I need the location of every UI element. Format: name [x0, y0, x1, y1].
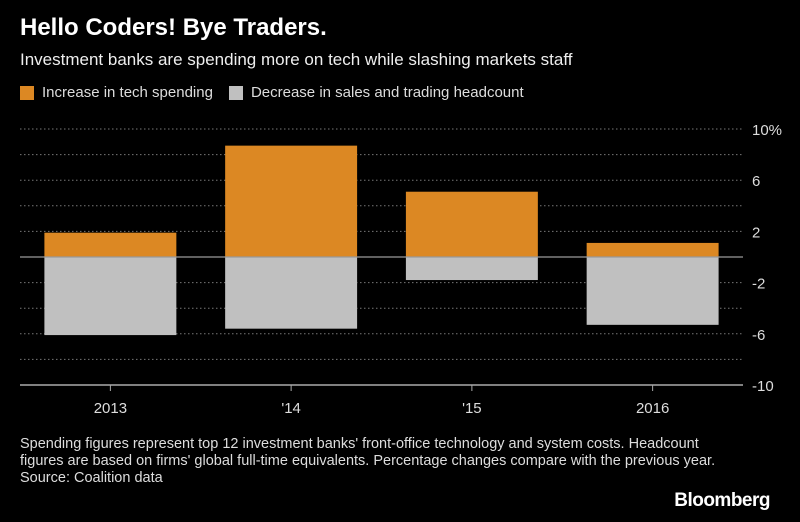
bar-headcount: [586, 257, 719, 325]
y-tick-label: -6: [752, 327, 765, 344]
chart-subtitle: Investment banks are spending more on te…: [20, 50, 573, 69]
y-tick-label: -10: [752, 378, 774, 395]
bar-tech-spending: [44, 232, 177, 257]
bar-headcount: [405, 257, 538, 281]
legend: Increase in tech spending Decrease in sa…: [20, 84, 540, 101]
bar-tech-spending: [405, 191, 538, 257]
bar-headcount: [44, 257, 177, 336]
bar-tech-spending: [586, 242, 719, 257]
footnote: Spending figures represent top 12 invest…: [20, 436, 720, 487]
legend-swatch-tech: [20, 85, 34, 100]
x-tick-label: 2016: [636, 400, 669, 417]
y-tick-label: 2: [752, 224, 760, 241]
footnote-text: Spending figures represent top 12 invest…: [20, 436, 716, 469]
x-tick-label: '14: [281, 400, 301, 417]
bar-tech-spending: [225, 145, 358, 257]
y-tick-label: 6: [752, 173, 760, 190]
bar-headcount: [225, 257, 358, 329]
x-tick-label: '15: [462, 400, 482, 417]
legend-item-headcount: Decrease in sales and trading headcount: [228, 84, 524, 101]
legend-label-tech: Increase in tech spending: [42, 84, 213, 101]
chart-title: Hello Coders! Bye Traders.: [20, 14, 327, 41]
legend-label-headcount: Decrease in sales and trading headcount: [250, 84, 524, 101]
y-tick-label: -2: [752, 276, 765, 293]
legend-item-tech: Increase in tech spending: [20, 84, 213, 101]
bloomberg-logo: Bloomberg: [674, 490, 770, 511]
source-text: Source: Coalition data: [20, 470, 163, 486]
legend-swatch-headcount: [228, 85, 243, 100]
y-tick-label: 10%: [752, 122, 782, 139]
x-tick-label: 2013: [94, 400, 127, 417]
